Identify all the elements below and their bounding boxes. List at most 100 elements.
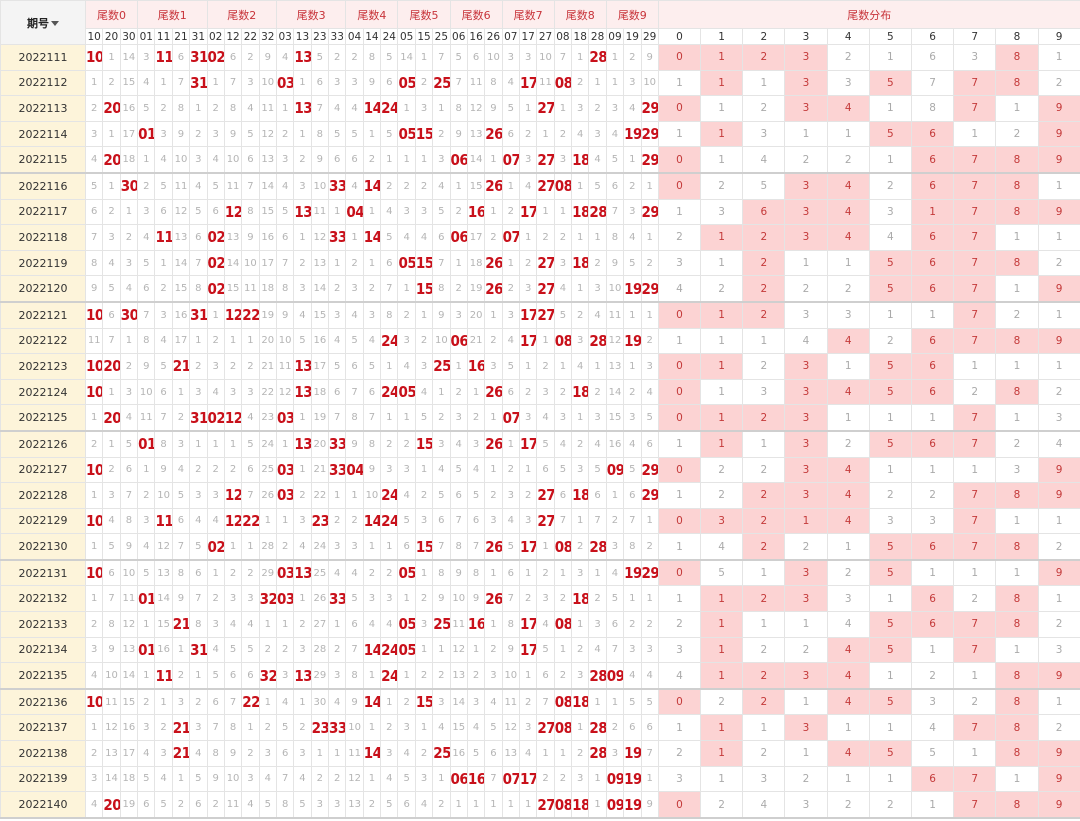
dist-hit: 4 bbox=[826, 95, 870, 122]
dist-hit: 8 bbox=[995, 249, 1039, 277]
miss-count: 1 bbox=[432, 95, 451, 122]
hit-number: 14 bbox=[362, 507, 382, 535]
miss-count: 15 bbox=[605, 404, 625, 432]
miss-count: 2 bbox=[362, 275, 382, 303]
hit-number: 13 bbox=[293, 95, 312, 122]
miss-count: 15 bbox=[223, 275, 243, 303]
miss-count: 2 bbox=[414, 740, 434, 767]
issue-header[interactable]: 期号 bbox=[0, 0, 86, 45]
miss-count: 1 bbox=[518, 559, 538, 587]
miss-count: 2 bbox=[345, 507, 364, 535]
subheader: 19 bbox=[623, 28, 642, 45]
hit-number: 33 bbox=[328, 430, 347, 458]
hit-number: 02 bbox=[206, 275, 225, 303]
miss-count: 6 bbox=[536, 456, 555, 484]
dist-miss: 1 bbox=[995, 765, 1039, 793]
miss-count: 2 bbox=[380, 559, 399, 587]
miss-count: 2 bbox=[397, 688, 416, 716]
miss-count: 2 bbox=[449, 378, 468, 406]
miss-count: 19 bbox=[119, 791, 139, 819]
hit-number: 12 bbox=[223, 198, 243, 226]
dist-miss: 1 bbox=[995, 559, 1039, 587]
dist-hit: 9 bbox=[1037, 146, 1080, 174]
miss-count: 7 bbox=[171, 69, 191, 97]
miss-count: 4 bbox=[397, 482, 416, 509]
row: 2022132 1 7 11 01 14 9 7 2 3 3 32 03 1 26 33 5 3 3 1 2 9 10 9 26… bbox=[0, 585, 1080, 613]
miss-count: 7 bbox=[275, 765, 295, 793]
miss-count: 3 bbox=[84, 120, 104, 148]
dist-miss: 1 bbox=[784, 688, 828, 716]
hit-number: 33 bbox=[328, 172, 347, 200]
miss-count: 3 bbox=[206, 611, 225, 638]
miss-count: 6 bbox=[102, 301, 121, 329]
dist-miss: 2 bbox=[868, 327, 912, 355]
sort-icon[interactable] bbox=[51, 21, 59, 26]
miss-count: 3 bbox=[397, 456, 416, 484]
miss-count: 6 bbox=[189, 224, 208, 251]
hit-number: 29 bbox=[640, 120, 659, 148]
miss-count: 3 bbox=[397, 714, 416, 742]
miss-count: 3 bbox=[397, 327, 416, 355]
miss-count: 3 bbox=[189, 714, 208, 742]
dist-miss: 1 bbox=[784, 611, 828, 638]
miss-count: 5 bbox=[466, 740, 486, 767]
dist-hit: 3 bbox=[784, 714, 828, 742]
dist-miss: 3 bbox=[1037, 404, 1080, 432]
miss-count: 4 bbox=[536, 611, 555, 638]
hit-number: 10 bbox=[84, 507, 104, 535]
issue: 2022131 bbox=[0, 559, 86, 587]
group-header: 尾数5 bbox=[397, 0, 451, 29]
miss-count: 10 bbox=[484, 44, 503, 71]
dist-hit: 6 bbox=[910, 275, 955, 303]
hit-number: 18 bbox=[571, 585, 590, 613]
miss-count: 11 bbox=[605, 301, 625, 329]
miss-count: 2 bbox=[588, 378, 607, 406]
miss-count: 7 bbox=[223, 69, 243, 97]
miss-count: 5 bbox=[623, 456, 642, 484]
miss-count: 4 bbox=[588, 301, 607, 329]
miss-count: 3 bbox=[571, 559, 590, 587]
issue: 2022138 bbox=[0, 740, 86, 767]
hit-number: 06 bbox=[449, 146, 468, 174]
hit-number: 08 bbox=[553, 714, 573, 742]
dist-hit: 8 bbox=[995, 482, 1039, 509]
miss-count: 3 bbox=[605, 95, 625, 122]
miss-count: 13 bbox=[466, 120, 486, 148]
hit-number: 26 bbox=[484, 430, 503, 458]
miss-count: 2 bbox=[449, 275, 468, 303]
hit-number: 08 bbox=[553, 688, 573, 716]
miss-count: 7 bbox=[171, 533, 191, 561]
miss-count: 3 bbox=[623, 636, 642, 664]
miss-count: 9 bbox=[171, 120, 191, 148]
row: 2022116 5 1 30 2 5 11 4 5 11 7 14 4 3 10 33 4 14 2 2 2 4 1 15 26… bbox=[0, 172, 1080, 200]
miss-count: 3 bbox=[154, 120, 173, 148]
miss-count: 28 bbox=[258, 533, 277, 561]
dist-hit: 6 bbox=[910, 249, 955, 277]
miss-count: 3 bbox=[518, 146, 538, 174]
miss-count: 1 bbox=[119, 198, 139, 226]
dist-miss: 1 bbox=[953, 559, 997, 587]
miss-count: 8 bbox=[380, 301, 399, 329]
row: 2022121 10 6 30 7 3 16 31 1 12 22 19 9 4 15 3 4 3 8 2 1 9 3 20 1… bbox=[0, 301, 1080, 329]
dist-miss: 3 bbox=[742, 378, 786, 406]
miss-count: 5 bbox=[189, 765, 208, 793]
miss-count: 2 bbox=[293, 146, 312, 174]
miss-count: 6 bbox=[275, 740, 295, 767]
miss-count: 2 bbox=[605, 507, 625, 535]
hit-number: 20 bbox=[102, 146, 121, 174]
miss-count: 1 bbox=[484, 198, 503, 226]
miss-count: 14 bbox=[171, 249, 191, 277]
dist-miss: 1 bbox=[657, 714, 702, 742]
miss-count: 4 bbox=[206, 636, 225, 664]
dist-miss: 4 bbox=[742, 146, 786, 174]
dist-hit: 5 bbox=[868, 120, 912, 148]
dist-hit: 1 bbox=[700, 353, 744, 380]
miss-count: 2 bbox=[293, 482, 312, 509]
miss-count: 10 bbox=[449, 585, 468, 613]
hit-number: 01 bbox=[137, 430, 156, 458]
miss-count: 15 bbox=[449, 714, 468, 742]
hit-number: 07 bbox=[501, 224, 520, 251]
subheader: 30 bbox=[119, 28, 139, 45]
hit-number: 07 bbox=[501, 146, 520, 174]
miss-count: 2 bbox=[536, 353, 555, 380]
